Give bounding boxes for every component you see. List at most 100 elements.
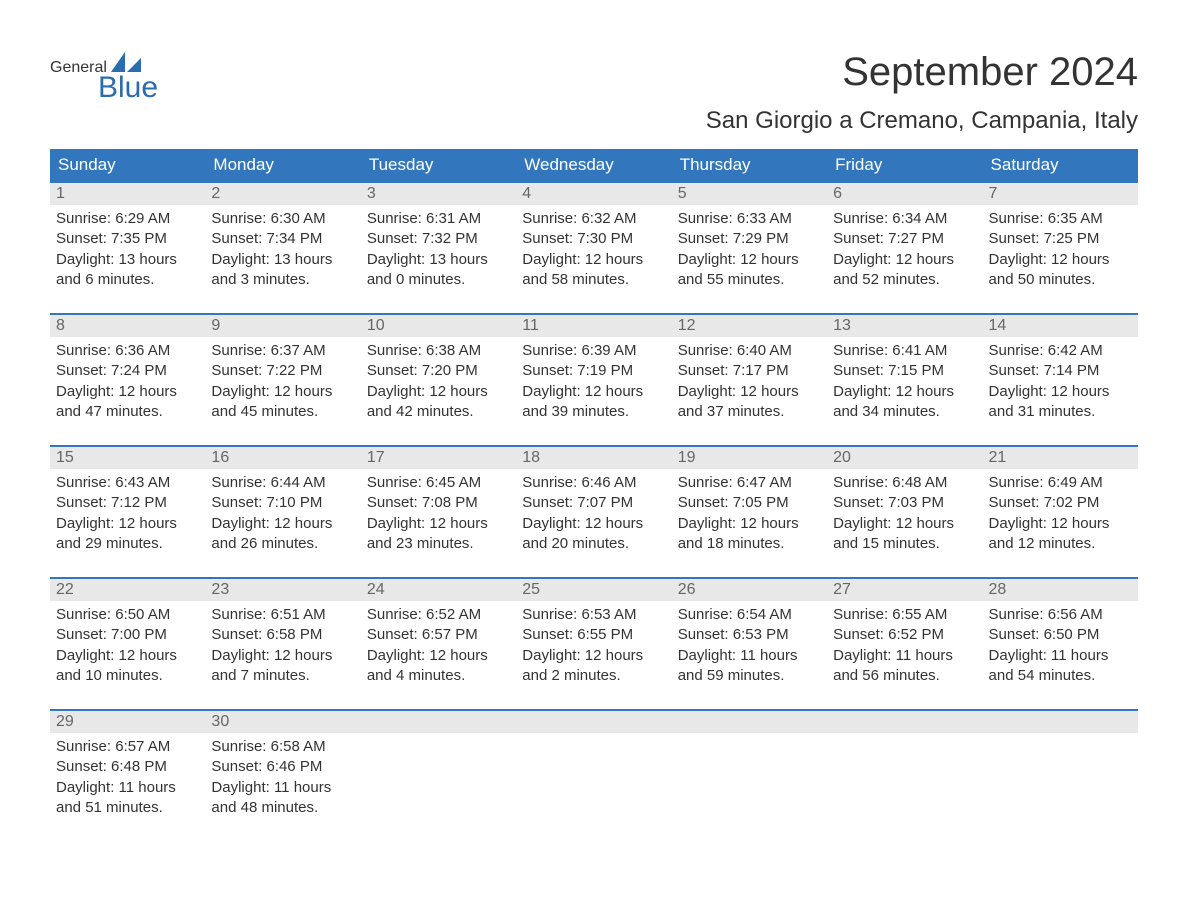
day-details: Sunrise: 6:29 AMSunset: 7:35 PMDaylight:… — [50, 205, 205, 296]
sunrise-line: Sunrise: 6:29 AM — [56, 209, 199, 229]
calendar-cell: 15Sunrise: 6:43 AMSunset: 7:12 PMDayligh… — [50, 445, 205, 573]
calendar-cell: 25Sunrise: 6:53 AMSunset: 6:55 PMDayligh… — [516, 577, 671, 705]
sunrise-line: Sunrise: 6:45 AM — [367, 473, 510, 493]
day-details: Sunrise: 6:39 AMSunset: 7:19 PMDaylight:… — [516, 337, 671, 428]
calendar-week-row: 15Sunrise: 6:43 AMSunset: 7:12 PMDayligh… — [50, 445, 1138, 573]
day-number: 11 — [516, 313, 671, 337]
calendar-cell: 6Sunrise: 6:34 AMSunset: 7:27 PMDaylight… — [827, 181, 982, 309]
calendar-cell — [361, 709, 516, 837]
daylight-line: Daylight: 13 hours and 3 minutes. — [211, 250, 354, 291]
sunset-line: Sunset: 7:27 PM — [833, 229, 976, 249]
day-number: 24 — [361, 577, 516, 601]
daylight-line: Daylight: 12 hours and 42 minutes. — [367, 382, 510, 423]
calendar-cell: 22Sunrise: 6:50 AMSunset: 7:00 PMDayligh… — [50, 577, 205, 705]
day-details: Sunrise: 6:47 AMSunset: 7:05 PMDaylight:… — [672, 469, 827, 560]
sunrise-line: Sunrise: 6:40 AM — [678, 341, 821, 361]
daylight-line: Daylight: 12 hours and 26 minutes. — [211, 514, 354, 555]
calendar-cell: 2Sunrise: 6:30 AMSunset: 7:34 PMDaylight… — [205, 181, 360, 309]
sunset-line: Sunset: 6:53 PM — [678, 625, 821, 645]
sunset-line: Sunset: 6:52 PM — [833, 625, 976, 645]
day-details: Sunrise: 6:38 AMSunset: 7:20 PMDaylight:… — [361, 337, 516, 428]
sunset-line: Sunset: 7:20 PM — [367, 361, 510, 381]
day-details: Sunrise: 6:32 AMSunset: 7:30 PMDaylight:… — [516, 205, 671, 296]
day-number: 15 — [50, 445, 205, 469]
day-number: 13 — [827, 313, 982, 337]
daylight-line: Daylight: 12 hours and 7 minutes. — [211, 646, 354, 687]
day-details: Sunrise: 6:35 AMSunset: 7:25 PMDaylight:… — [983, 205, 1138, 296]
day-number: 27 — [827, 577, 982, 601]
sunrise-line: Sunrise: 6:56 AM — [989, 605, 1132, 625]
daylight-line: Daylight: 11 hours and 59 minutes. — [678, 646, 821, 687]
day-number: 5 — [672, 181, 827, 205]
sunrise-line: Sunrise: 6:54 AM — [678, 605, 821, 625]
calendar-cell: 23Sunrise: 6:51 AMSunset: 6:58 PMDayligh… — [205, 577, 360, 705]
sunset-line: Sunset: 6:58 PM — [211, 625, 354, 645]
day-details: Sunrise: 6:36 AMSunset: 7:24 PMDaylight:… — [50, 337, 205, 428]
calendar-cell: 27Sunrise: 6:55 AMSunset: 6:52 PMDayligh… — [827, 577, 982, 705]
sunrise-line: Sunrise: 6:50 AM — [56, 605, 199, 625]
sunrise-line: Sunrise: 6:42 AM — [989, 341, 1132, 361]
day-number: 16 — [205, 445, 360, 469]
day-number: 14 — [983, 313, 1138, 337]
sunset-line: Sunset: 6:50 PM — [989, 625, 1132, 645]
day-details: Sunrise: 6:44 AMSunset: 7:10 PMDaylight:… — [205, 469, 360, 560]
sunrise-line: Sunrise: 6:43 AM — [56, 473, 199, 493]
daylight-line: Daylight: 12 hours and 37 minutes. — [678, 382, 821, 423]
day-number: 25 — [516, 577, 671, 601]
day-details: Sunrise: 6:53 AMSunset: 6:55 PMDaylight:… — [516, 601, 671, 692]
calendar-cell — [516, 709, 671, 837]
calendar-cell: 18Sunrise: 6:46 AMSunset: 7:07 PMDayligh… — [516, 445, 671, 573]
sunrise-line: Sunrise: 6:57 AM — [56, 737, 199, 757]
calendar-week-row: 1Sunrise: 6:29 AMSunset: 7:35 PMDaylight… — [50, 181, 1138, 309]
month-title: September 2024 — [706, 50, 1138, 95]
day-details: Sunrise: 6:31 AMSunset: 7:32 PMDaylight:… — [361, 205, 516, 296]
calendar-cell: 1Sunrise: 6:29 AMSunset: 7:35 PMDaylight… — [50, 181, 205, 309]
sunrise-line: Sunrise: 6:36 AM — [56, 341, 199, 361]
calendar-cell: 7Sunrise: 6:35 AMSunset: 7:25 PMDaylight… — [983, 181, 1138, 309]
daylight-line: Daylight: 11 hours and 56 minutes. — [833, 646, 976, 687]
calendar-cell: 3Sunrise: 6:31 AMSunset: 7:32 PMDaylight… — [361, 181, 516, 309]
calendar-cell: 5Sunrise: 6:33 AMSunset: 7:29 PMDaylight… — [672, 181, 827, 309]
sunset-line: Sunset: 7:10 PM — [211, 493, 354, 513]
daylight-line: Daylight: 12 hours and 58 minutes. — [522, 250, 665, 291]
day-details: Sunrise: 6:57 AMSunset: 6:48 PMDaylight:… — [50, 733, 205, 824]
sunset-line: Sunset: 7:30 PM — [522, 229, 665, 249]
sunrise-line: Sunrise: 6:51 AM — [211, 605, 354, 625]
sunrise-line: Sunrise: 6:34 AM — [833, 209, 976, 229]
sunrise-line: Sunrise: 6:31 AM — [367, 209, 510, 229]
day-details: Sunrise: 6:50 AMSunset: 7:00 PMDaylight:… — [50, 601, 205, 692]
calendar-cell: 28Sunrise: 6:56 AMSunset: 6:50 PMDayligh… — [983, 577, 1138, 705]
day-details: Sunrise: 6:54 AMSunset: 6:53 PMDaylight:… — [672, 601, 827, 692]
sunset-line: Sunset: 6:46 PM — [211, 757, 354, 777]
sunrise-line: Sunrise: 6:37 AM — [211, 341, 354, 361]
sunrise-line: Sunrise: 6:47 AM — [678, 473, 821, 493]
calendar-week-row: 8Sunrise: 6:36 AMSunset: 7:24 PMDaylight… — [50, 313, 1138, 441]
calendar-cell: 24Sunrise: 6:52 AMSunset: 6:57 PMDayligh… — [361, 577, 516, 705]
sunrise-line: Sunrise: 6:33 AM — [678, 209, 821, 229]
sunset-line: Sunset: 6:55 PM — [522, 625, 665, 645]
calendar-cell: 12Sunrise: 6:40 AMSunset: 7:17 PMDayligh… — [672, 313, 827, 441]
day-details: Sunrise: 6:40 AMSunset: 7:17 PMDaylight:… — [672, 337, 827, 428]
day-number: 17 — [361, 445, 516, 469]
weekday-header: Tuesday — [361, 149, 516, 181]
sunrise-line: Sunrise: 6:44 AM — [211, 473, 354, 493]
day-details: Sunrise: 6:52 AMSunset: 6:57 PMDaylight:… — [361, 601, 516, 692]
daylight-line: Daylight: 13 hours and 0 minutes. — [367, 250, 510, 291]
calendar-cell: 16Sunrise: 6:44 AMSunset: 7:10 PMDayligh… — [205, 445, 360, 573]
weekday-header: Sunday — [50, 149, 205, 181]
weekday-header: Thursday — [672, 149, 827, 181]
weekday-header: Saturday — [983, 149, 1138, 181]
sunset-line: Sunset: 6:48 PM — [56, 757, 199, 777]
daylight-line: Daylight: 12 hours and 31 minutes. — [989, 382, 1132, 423]
day-number: 9 — [205, 313, 360, 337]
title-block: September 2024 San Giorgio a Cremano, Ca… — [706, 50, 1138, 135]
sunset-line: Sunset: 7:15 PM — [833, 361, 976, 381]
weekday-header: Wednesday — [516, 149, 671, 181]
sunrise-line: Sunrise: 6:58 AM — [211, 737, 354, 757]
calendar-week-row: 22Sunrise: 6:50 AMSunset: 7:00 PMDayligh… — [50, 577, 1138, 705]
day-number: 6 — [827, 181, 982, 205]
day-number: 3 — [361, 181, 516, 205]
weekday-header: Monday — [205, 149, 360, 181]
daylight-line: Daylight: 11 hours and 51 minutes. — [56, 778, 199, 819]
daylight-line: Daylight: 12 hours and 20 minutes. — [522, 514, 665, 555]
